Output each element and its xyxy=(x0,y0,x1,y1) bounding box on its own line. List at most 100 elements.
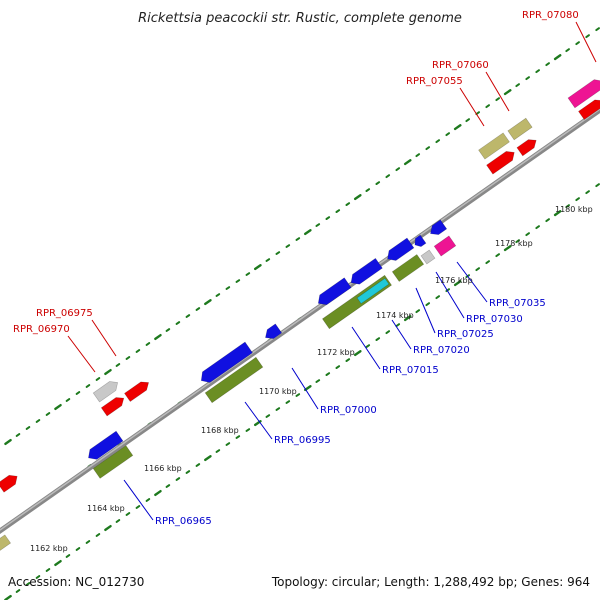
tick-mark xyxy=(54,559,62,567)
gene-features xyxy=(0,79,600,552)
scale-label: 1174 kbp xyxy=(376,311,414,320)
scale-label: 1168 kbp xyxy=(201,426,239,435)
tick-mark xyxy=(125,356,131,360)
gene-red-shape xyxy=(124,381,150,402)
gene-red-shape xyxy=(578,99,600,120)
inner-tick-ring xyxy=(4,183,600,600)
gene-label-rpr-06975[interactable]: RPR_06975 xyxy=(36,308,93,319)
tick-mark xyxy=(415,309,421,314)
tick-mark xyxy=(415,153,421,158)
tick-mark xyxy=(435,295,441,300)
tick-mark xyxy=(435,139,441,144)
tick-mark xyxy=(475,267,481,272)
tick-mark xyxy=(575,197,580,202)
leader-line xyxy=(67,335,96,373)
gene-label-rpr-06970[interactable]: RPR_06970 xyxy=(13,324,70,335)
gene-gray xyxy=(92,381,119,403)
tick-mark xyxy=(95,377,101,381)
tick-mark xyxy=(445,132,451,137)
leader-line xyxy=(435,271,465,319)
tick-mark xyxy=(403,315,412,322)
gene-blue xyxy=(200,341,253,383)
gene-blue xyxy=(350,257,383,285)
tick-mark xyxy=(375,337,381,342)
tick-mark xyxy=(353,194,362,201)
tick-mark xyxy=(453,124,462,131)
scale-label: 1164 kbp xyxy=(87,504,125,513)
gene-gray-shape xyxy=(92,381,119,403)
tick-mark xyxy=(515,239,520,244)
tick-mark xyxy=(335,209,341,213)
gene-red xyxy=(516,139,537,157)
leader-line xyxy=(575,21,597,63)
gene-label-rpr-07025[interactable]: RPR_07025 xyxy=(437,329,494,340)
tick-mark xyxy=(35,575,41,579)
gene-blue-shape xyxy=(430,219,448,235)
tick-mark xyxy=(285,244,291,248)
genome-summary-text: Topology: circular; Length: 1,288,492 bp… xyxy=(271,575,590,589)
tick-mark xyxy=(215,449,221,453)
gene-label-rpr-07020[interactable]: RPR_07020 xyxy=(413,345,470,356)
gene-blue-small xyxy=(414,234,427,247)
gene-label-rpr-07030[interactable]: RPR_07030 xyxy=(466,314,523,325)
tick-mark xyxy=(285,400,291,404)
tick-mark xyxy=(35,419,41,423)
gene-cyan xyxy=(356,277,390,305)
tick-mark xyxy=(395,323,401,328)
scale-label: 1170 kbp xyxy=(259,387,297,396)
gene-olive-shape xyxy=(391,254,425,282)
tick-mark xyxy=(245,272,251,276)
tick-mark xyxy=(385,330,391,335)
gene-label-rpr-07055[interactable]: RPR_07055 xyxy=(406,76,463,87)
tick-mark xyxy=(335,365,341,369)
leader-line xyxy=(291,367,319,410)
tick-mark xyxy=(104,524,112,532)
tick-mark xyxy=(85,384,91,388)
tick-mark xyxy=(185,314,191,318)
gene-tan-edge xyxy=(0,534,12,552)
tick-mark xyxy=(395,167,401,172)
tick-mark xyxy=(154,490,162,497)
tick-mark xyxy=(95,533,101,537)
tick-mark xyxy=(275,407,281,411)
tick-mark xyxy=(485,104,491,109)
tick-mark xyxy=(325,372,331,376)
gene-olive-shape xyxy=(204,356,264,404)
tick-mark xyxy=(425,146,431,151)
gene-label-rpr-07060[interactable]: RPR_07060 xyxy=(432,60,489,71)
gene-red-shape xyxy=(516,139,537,157)
tick-mark xyxy=(325,216,331,220)
tick-mark xyxy=(495,253,500,258)
gene-red xyxy=(100,397,125,417)
reverse-gene-labels: RPR_06965 RPR_06995 RPR_07000 RPR_07015 … xyxy=(155,298,546,527)
tick-mark xyxy=(545,62,550,67)
tick-mark xyxy=(365,344,371,349)
tick-mark xyxy=(204,455,212,462)
gene-label-rpr-06995[interactable]: RPR_06995 xyxy=(274,435,331,446)
scale-labels: 1162 kbp 1164 kbp 1166 kbp 1168 kbp 1170… xyxy=(30,205,593,553)
leader-line xyxy=(485,71,510,112)
tick-mark xyxy=(265,258,271,262)
gene-label-rpr-07000[interactable]: RPR_07000 xyxy=(320,405,377,416)
gene-blue-shape xyxy=(200,341,253,383)
tick-mark xyxy=(75,547,81,551)
tick-mark xyxy=(204,299,212,306)
scale-label: 1162 kbp xyxy=(30,544,68,553)
gene-label-rpr-07035[interactable]: RPR_07035 xyxy=(489,298,546,309)
tick-mark xyxy=(575,41,580,46)
tick-mark xyxy=(403,159,412,166)
leader-line xyxy=(351,326,381,370)
tick-mark xyxy=(125,512,131,516)
gene-label-rpr-07080[interactable]: RPR_07080 xyxy=(522,10,579,21)
tick-mark xyxy=(295,237,301,241)
leader-line xyxy=(91,319,117,357)
tick-mark xyxy=(315,379,321,383)
tick-mark xyxy=(565,204,570,209)
tick-mark xyxy=(154,334,162,341)
gene-red xyxy=(486,151,515,175)
gene-label-rpr-07015[interactable]: RPR_07015 xyxy=(382,365,439,376)
gene-blue xyxy=(88,430,124,460)
tick-mark xyxy=(185,470,191,474)
gene-label-rpr-06965[interactable]: RPR_06965 xyxy=(155,516,212,527)
gene-pink xyxy=(433,235,457,257)
